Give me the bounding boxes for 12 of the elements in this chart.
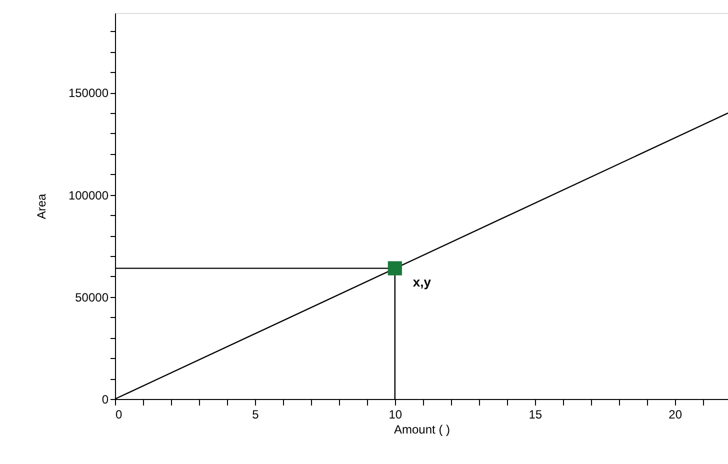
annotation: x,y [412,274,432,290]
y-tick-label: 0 [102,392,109,406]
y-axis-title: Area [34,194,48,220]
y-tick-label: 150000 [68,86,109,100]
x-tick-label: 20 [668,408,682,422]
x-tick-label: 0 [116,408,122,422]
x-tick-label: 5 [252,408,260,422]
y-tick-label: 100000 [68,188,109,202]
y-tick-label: 50000 [75,290,109,304]
x-axis-title: Amount ( ) [394,422,450,436]
x-tick-label: 10 [388,408,402,422]
x-tick-label: 15 [528,408,542,422]
